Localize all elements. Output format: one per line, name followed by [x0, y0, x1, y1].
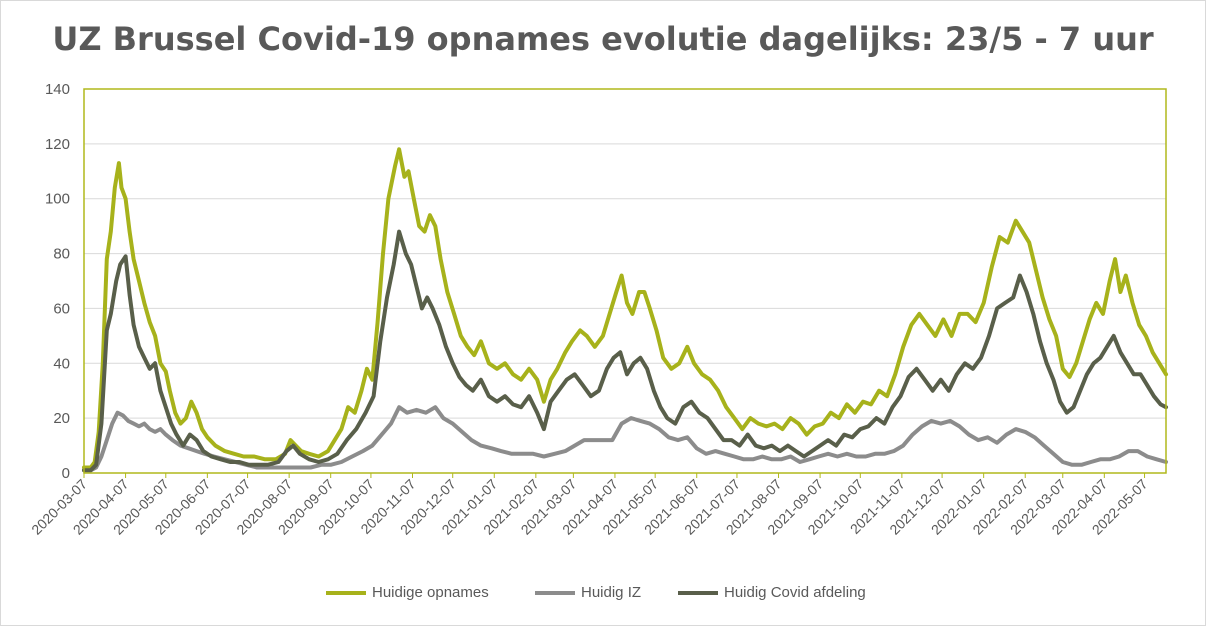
y-tick-label: 60: [53, 300, 70, 317]
legend-item-huidige-opnames: Huidige opnames: [326, 584, 489, 601]
y-tick-label: 100: [45, 191, 70, 208]
chart-title: UZ Brussel Covid-19 opnames evolutie dag…: [52, 20, 1154, 58]
series-line-huidig-iz: [82, 405, 1168, 473]
y-tick-label: 40: [53, 355, 70, 372]
x-tick-labels: 2020-03-072020-04-072020-05-072020-06-07…: [28, 473, 1151, 538]
y-tick-label: 80: [53, 246, 70, 263]
series-lines: [82, 147, 1168, 473]
grid-lines: [84, 88, 1166, 474]
legend-item-huidig-iz: Huidig IZ: [535, 584, 641, 601]
legend-swatch: [326, 590, 366, 595]
legend-label: Huidig IZ: [581, 584, 642, 601]
y-tick-label: 120: [45, 136, 70, 153]
y-tick-label: 140: [45, 81, 70, 98]
legend-item-huidig-covid-afdeling: Huidig Covid afdeling: [678, 584, 866, 601]
y-tick-label: 20: [53, 410, 70, 427]
y-tick-label: 0: [62, 465, 70, 482]
legend-label: Huidig Covid afdeling: [724, 584, 866, 601]
series-line-huidig-covid-afdeling: [82, 229, 1168, 473]
legend-label: Huidige opnames: [372, 584, 489, 601]
y-tick-labels: 0 20 40 60 80 100 120 140: [45, 81, 70, 482]
series-line-huidige-opnames: [82, 147, 1168, 470]
legend-swatch: [535, 590, 575, 595]
legend-swatch: [678, 590, 718, 595]
plot-area-border: [83, 88, 1167, 474]
